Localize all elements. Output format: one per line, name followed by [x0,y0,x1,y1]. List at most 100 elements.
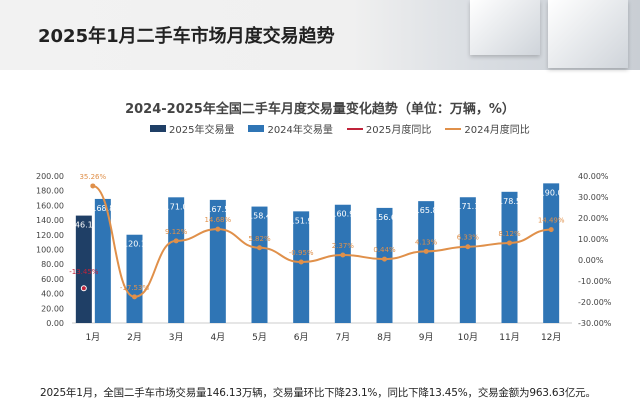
bar-label-2024: 158.4 [248,212,271,221]
x-axis-tick: 2月 [127,332,142,343]
point-2025-yoy [80,285,87,292]
legend-item: 2025年交易量 [150,121,234,136]
decorative-block [470,0,540,55]
left-axis-tick: 0.00 [46,319,64,328]
point-2024-yoy [423,248,429,254]
bar-label-2024: 151.9 [290,216,313,225]
left-axis-tick: 40.00 [41,290,64,299]
left-axis-tick: 160.00 [36,201,64,210]
x-axis-tick: 4月 [210,332,225,343]
left-axis-tick: 120.00 [36,231,64,240]
bar-2024 [251,206,268,323]
chart: 0.00 20.00 40.00 60.00 80.00 100.00 120.00 140.… [36,172,612,343]
right-axis-tick: 40.00% [578,172,609,181]
left-axis-tick: 200.00 [36,172,64,181]
point-2024-yoy [215,226,221,232]
bar-label-2024: 168.8 [91,204,114,213]
bar-label-2024: 171.0 [165,202,188,211]
page-title: 2025年1月二手车市场月度交易趋势 [38,26,335,47]
bar-2024 [543,183,560,323]
x-axis-tick: 11月 [499,332,519,343]
point-2024-yoy [90,183,96,189]
legend-swatch [248,125,265,132]
legend-item: 2024年交易量 [248,121,333,136]
bar-label-2024: 190.0 [540,188,563,197]
bar-label-2024: 167.5 [206,205,229,214]
bar-label-2024: 165.8 [415,206,438,215]
x-axis-tick: 5月 [252,332,267,343]
label-2024-yoy: 4.13% [415,238,438,246]
bar-2024 [459,197,476,323]
right-axis-tick: -30.00% [578,319,612,328]
left-axis-tick: 180.00 [36,187,64,196]
x-axis-tick: 10月 [458,332,478,343]
legend-label: 2024月度同比 [464,125,530,136]
bar-2024 [501,191,518,323]
legend-item: 2025月度同比 [346,121,431,136]
point-2024-yoy [507,240,512,246]
label-2025-yoy: -13.45% [69,268,99,276]
summary-text: 2025年1月，全国二手车市场交易量146.13万辆，交易量环比下降23.1%，… [40,387,596,399]
x-axis-tick: 7月 [335,332,350,343]
point-2024-yoy [132,294,137,300]
header-banner: 2025年1月二手车市场月度交易趋势 [0,0,640,70]
right-axis-tick: 30.00% [578,193,609,202]
legend-item: 2024月度同比 [445,121,530,136]
x-axis-tick: 12月 [541,332,561,343]
legend-label: 2025年交易量 [169,125,235,136]
chart-title: 2024-2025年全国二手车月度交易量变化趋势（单位：万辆，%） [125,102,515,117]
bar-2024 [168,197,185,323]
legend-label: 2024年交易量 [267,125,333,136]
label-2024-yoy: 2.37% [332,242,355,250]
label-2024-yoy: -17.53% [120,284,150,292]
right-axis-tick: 10.00% [578,235,609,244]
legend-swatch [150,125,166,132]
point-2024-yoy [340,252,346,258]
left-axis-tick: 100.00 [36,246,64,255]
label-2024-yoy: 0.44% [373,246,396,254]
line-2024-yoy [92,184,552,298]
bar-2024 [376,207,393,323]
left-axis-tick: 140.00 [36,216,64,225]
x-axis-tick: 6月 [294,332,309,343]
bar-2024 [418,201,435,323]
right-axis-tick: 0.00% [578,256,604,265]
point-2024-yoy [298,259,304,265]
bar-2024 [94,198,111,323]
label-2024-yoy: 35.26% [79,173,106,181]
x-axis-tick: 1月 [85,332,100,343]
point-2024-yoy [548,227,554,233]
x-axis-tick: 3月 [169,332,184,343]
right-axis-tick: -10.00% [578,277,612,286]
x-axis-tick: 9月 [419,332,434,343]
bar-label-2024: 156.6 [373,213,396,222]
point-2024-yoy [257,245,262,251]
bar-2024 [126,234,143,323]
bar-label-2024: 171.1 [456,202,479,211]
label-2024-yoy: -0.95% [289,249,314,257]
bar-2024 [209,199,226,323]
label-2024-yoy: 8.12% [498,230,521,238]
chart-legend: 2025年交易量 2024年交易量 2025月度同比 2024月度同比 [150,121,530,136]
bar-label-2025: 146.13 [70,221,98,230]
bar-2024 [293,211,310,323]
point-2024-yoy [465,244,471,250]
bar-2025 [75,215,92,323]
bar-label-2024: 120.1 [123,240,146,249]
point-2024-yoy [382,256,387,262]
label-2024-yoy: 5.82% [248,235,271,243]
left-axis-tick: 80.00 [41,260,64,269]
decorative-block [548,0,628,68]
bar-2024 [334,204,351,323]
label-2024-yoy: 9.12% [165,228,188,236]
legend-swatch [346,127,363,130]
bar-label-2024: 160.9 [331,210,354,219]
label-2024-yoy: 6.33% [457,234,480,242]
right-axis-tick: -20.00% [578,298,612,307]
right-axis-tick: 20.00% [578,214,609,223]
x-axis-tick: 8月 [377,332,392,343]
label-2024-yoy: 14.49% [538,217,565,225]
legend-swatch [445,127,462,130]
label-2024-yoy: 14.68% [204,216,231,224]
left-axis-tick: 20.00 [41,304,64,313]
